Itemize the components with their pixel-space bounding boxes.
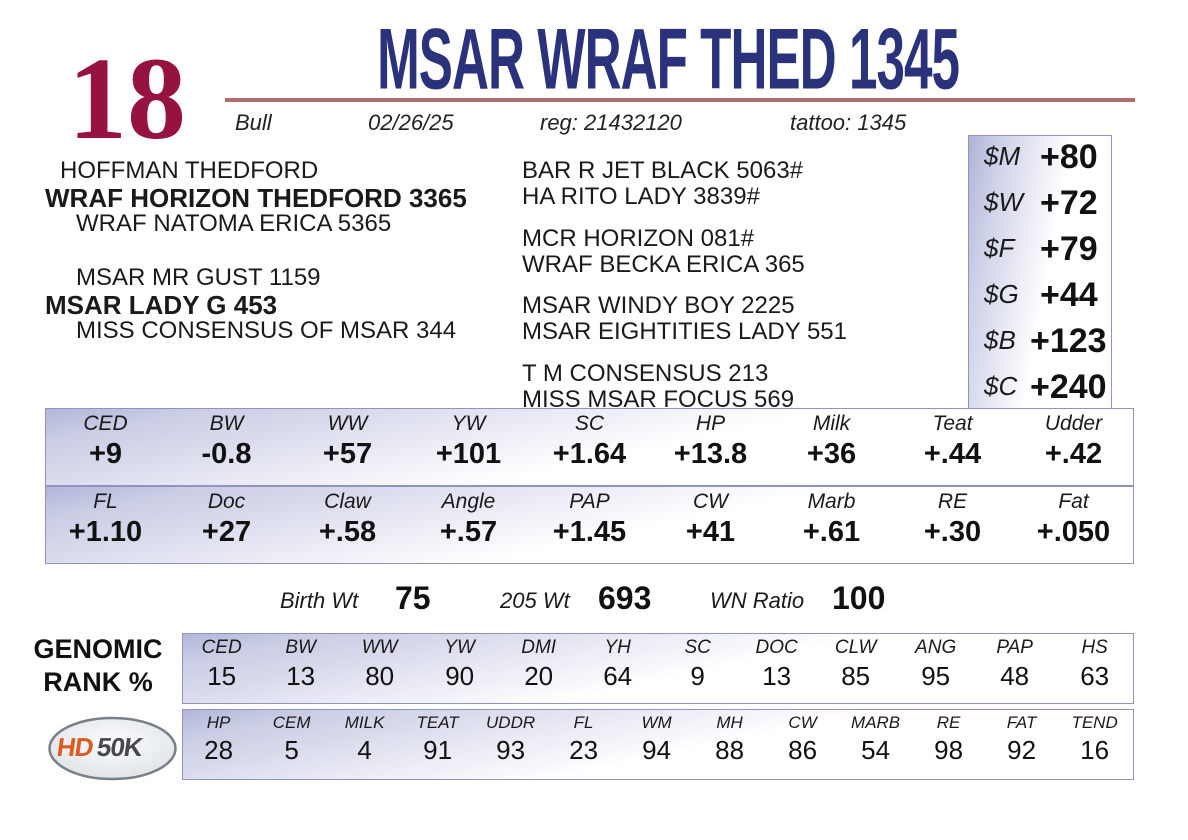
svg-text:HD: HD [55, 732, 95, 762]
svg-text:50K: 50K [95, 732, 145, 762]
